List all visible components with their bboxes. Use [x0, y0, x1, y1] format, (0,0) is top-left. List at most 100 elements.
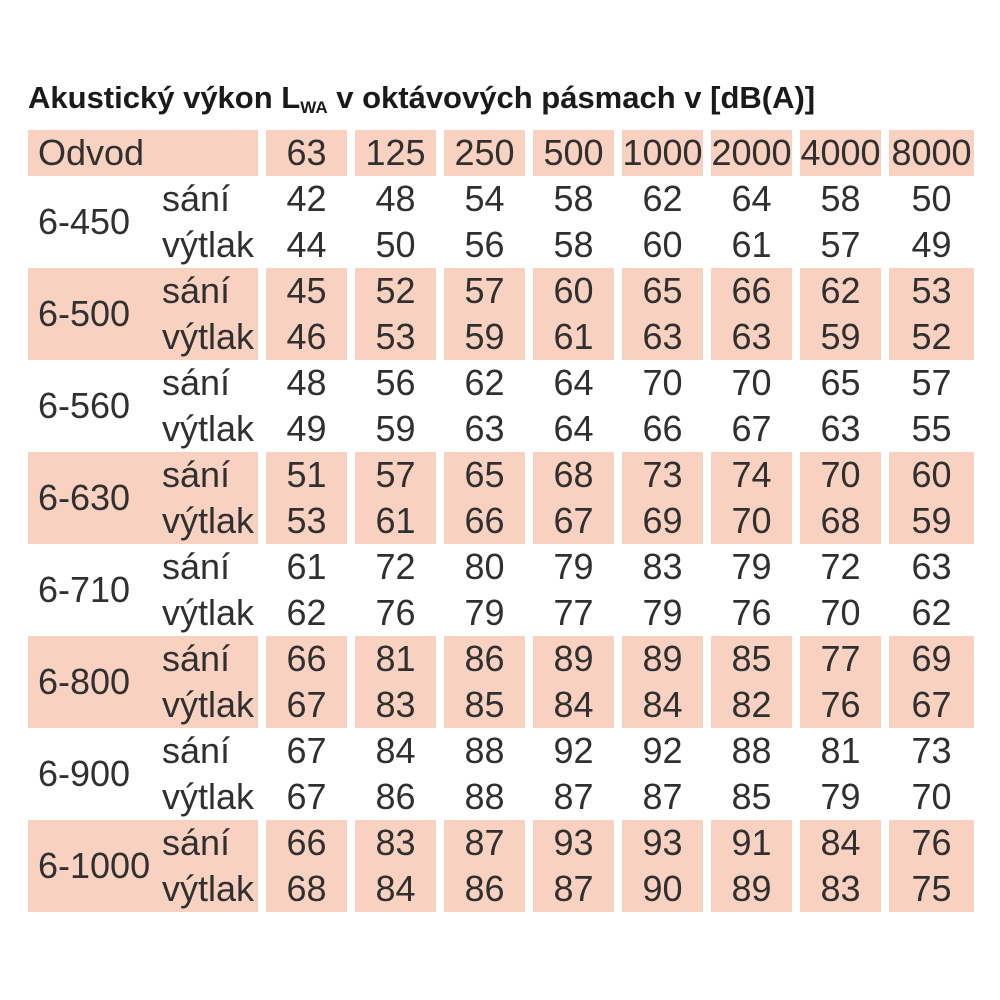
value-cell: 93 [614, 820, 708, 866]
freq-header-1000: 1000 [614, 130, 708, 176]
value-cell: 59 [436, 314, 530, 360]
value-cell: 79 [792, 774, 886, 820]
value-cell: 62 [792, 268, 886, 314]
mode-label-sani: sání [155, 360, 263, 406]
value-cell: 63 [703, 314, 797, 360]
table-row-vytlak: výtlak 62 76 79 77 79 76 70 62 [28, 590, 975, 636]
value-cell: 81 [347, 636, 441, 682]
value-cell: 64 [525, 406, 619, 452]
value-cell: 60 [525, 268, 619, 314]
value-cell: 57 [347, 452, 441, 498]
value-cell: 48 [258, 360, 352, 406]
value-cell: 69 [881, 636, 975, 682]
value-cell: 66 [258, 636, 352, 682]
value-cell: 83 [347, 682, 441, 728]
table-row-vytlak: výtlak 53 61 66 67 69 70 68 59 [28, 498, 975, 544]
freq-header-125: 125 [347, 130, 441, 176]
value-cell: 57 [792, 222, 886, 268]
value-cell: 62 [258, 590, 352, 636]
value-cell: 93 [525, 820, 619, 866]
value-cell: 83 [614, 544, 708, 590]
table-row-vytlak: výtlak 49 59 63 64 66 67 63 55 [28, 406, 975, 452]
freq-header-63: 63 [258, 130, 352, 176]
value-cell: 65 [436, 452, 530, 498]
mode-label-vytlak: výtlak [155, 774, 263, 820]
value-cell: 57 [881, 360, 975, 406]
value-cell: 79 [436, 590, 530, 636]
header-row: Odvod 63 125 250 500 1000 2000 4000 8000 [28, 130, 975, 176]
value-cell: 63 [614, 314, 708, 360]
fan-size-label: 6-500 [28, 268, 155, 360]
value-cell: 70 [703, 360, 797, 406]
mode-label-vytlak: výtlak [155, 590, 263, 636]
value-cell: 49 [881, 222, 975, 268]
value-cell: 48 [347, 176, 441, 222]
value-cell: 76 [792, 682, 886, 728]
value-cell: 65 [614, 268, 708, 314]
mode-label-vytlak: výtlak [155, 866, 263, 912]
fan-size-label: 6-450 [28, 176, 155, 268]
value-cell: 62 [881, 590, 975, 636]
value-cell: 70 [703, 498, 797, 544]
value-cell: 86 [436, 636, 530, 682]
value-cell: 87 [436, 820, 530, 866]
value-cell: 67 [258, 774, 352, 820]
value-cell: 55 [881, 406, 975, 452]
value-cell: 84 [347, 728, 441, 774]
table-row-sani: 6-800 sání 66 81 86 89 89 85 77 69 [28, 636, 975, 728]
mode-label-vytlak: výtlak [155, 682, 263, 728]
table-row-vytlak: výtlak 67 86 88 87 87 85 79 70 [28, 774, 975, 820]
value-cell: 92 [614, 728, 708, 774]
value-cell: 45 [258, 268, 352, 314]
value-cell: 50 [347, 222, 441, 268]
value-cell: 63 [436, 406, 530, 452]
table-body: 6-450 sání 42 48 54 58 62 64 58 50 výtlak 44 50 56 58 6… [28, 176, 975, 912]
value-cell: 58 [792, 176, 886, 222]
value-cell: 67 [258, 682, 352, 728]
value-cell: 82 [703, 682, 797, 728]
mode-label-vytlak: výtlak [155, 498, 263, 544]
table-row-vytlak: výtlak 44 50 56 58 60 61 57 49 [28, 222, 975, 268]
value-cell: 66 [703, 268, 797, 314]
value-cell: 73 [614, 452, 708, 498]
value-cell: 42 [258, 176, 352, 222]
value-cell: 64 [525, 360, 619, 406]
value-cell: 69 [614, 498, 708, 544]
fan-size-label: 6-630 [28, 452, 155, 544]
value-cell: 62 [614, 176, 708, 222]
value-cell: 60 [614, 222, 708, 268]
value-cell: 77 [525, 590, 619, 636]
mode-label-sani: sání [155, 176, 263, 222]
table-row-vytlak: výtlak 67 83 85 84 84 82 76 67 [28, 682, 975, 728]
table-row-sani: 6-450 sání 42 48 54 58 62 64 58 50 [28, 176, 975, 268]
title-suffix: v oktávových pásmach v [dB(A)] [327, 80, 816, 115]
value-cell: 72 [347, 544, 441, 590]
value-cell: 44 [258, 222, 352, 268]
value-cell: 80 [436, 544, 530, 590]
value-cell: 50 [881, 176, 975, 222]
value-cell: 66 [436, 498, 530, 544]
value-cell: 87 [525, 866, 619, 912]
value-cell: 54 [436, 176, 530, 222]
mode-label-sani: sání [155, 636, 263, 682]
table-row-sani: 6-1000 sání 66 83 87 93 93 91 84 76 [28, 820, 975, 912]
freq-header-4000: 4000 [792, 130, 886, 176]
value-cell: 84 [347, 866, 441, 912]
value-cell: 76 [347, 590, 441, 636]
value-cell: 51 [258, 452, 352, 498]
value-cell: 67 [525, 498, 619, 544]
value-cell: 59 [792, 314, 886, 360]
mode-label-sani: sání [155, 268, 263, 314]
freq-header-2000: 2000 [703, 130, 797, 176]
table-row-sani: 6-710 sání 61 72 80 79 83 79 72 63 [28, 544, 975, 636]
fan-size-label: 6-560 [28, 360, 155, 452]
value-cell: 76 [703, 590, 797, 636]
value-cell: 86 [436, 866, 530, 912]
value-cell: 63 [792, 406, 886, 452]
value-cell: 88 [436, 774, 530, 820]
value-cell: 64 [703, 176, 797, 222]
value-cell: 86 [347, 774, 441, 820]
mode-label-vytlak: výtlak [155, 406, 263, 452]
value-cell: 89 [614, 636, 708, 682]
